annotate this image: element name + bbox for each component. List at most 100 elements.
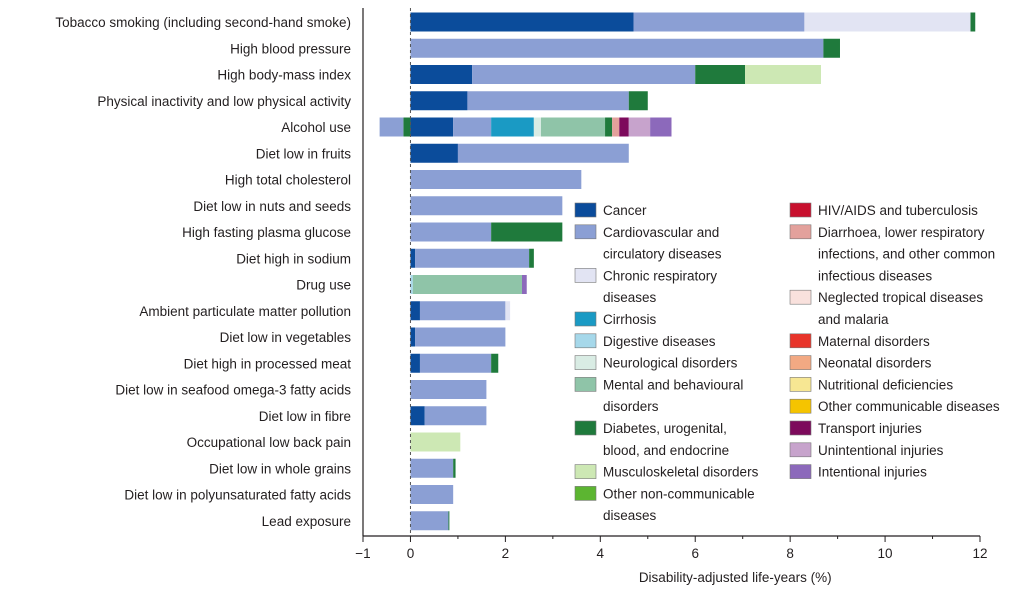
bar-segment-cancer <box>410 248 416 268</box>
bar-segment-cancer <box>410 91 468 111</box>
x-tick-label: 6 <box>691 546 699 561</box>
legend-item-cancer: Cancer <box>574 202 647 218</box>
bar-segment-cancer <box>410 143 458 163</box>
bar-segment-diabetes-urogenital-blood-and-endocrine <box>529 248 534 268</box>
bar-segment-intentional-injuries <box>650 117 672 137</box>
legend-item-nutritional-deficiencies: Nutritional deficiencies <box>789 377 953 392</box>
legend-label: disorders <box>603 399 659 414</box>
legend-label: Musculoskeletal disorders <box>603 465 759 480</box>
bar-segment-cardiovascular-and-circulatory-diseases <box>410 222 492 242</box>
legend-item-transport-injuries: Transport injuries <box>789 420 922 436</box>
bar-segment-transport-injuries <box>619 117 629 137</box>
legend-swatch <box>574 377 597 392</box>
legend-label: diseases <box>603 290 657 305</box>
legend-label: Neonatal disorders <box>818 356 932 371</box>
bar-segment-cardiovascular-and-circulatory-diseases <box>410 458 454 478</box>
category-label: Ambient particulate matter pollution <box>139 304 351 319</box>
category-label: Diet low in fruits <box>256 146 352 161</box>
legend-item-cirrhosis: Cirrhosis <box>574 311 657 327</box>
bar-segment-cardiovascular-and-circulatory-diseases <box>453 117 492 137</box>
legend-swatch <box>574 333 597 349</box>
category-label: Diet high in sodium <box>236 251 351 266</box>
x-axis: −1 0 2 4 6 8 10 12 <box>355 536 988 561</box>
category-labels: Tobacco smoking (including second-hand s… <box>55 15 351 529</box>
legend-label: and malaria <box>818 312 889 327</box>
bar-segment-mental-and-behavioural-disorders <box>412 275 522 294</box>
legend-label: Maternal disorders <box>818 334 930 349</box>
category-label: Physical inactivity and low physical act… <box>97 94 351 109</box>
bar-segment-cardiovascular-and-circulatory-diseases-negative <box>379 117 404 137</box>
legend-swatch <box>574 311 597 327</box>
legend-label: Neglected tropical diseases <box>818 290 983 305</box>
category-label: Diet low in seafood omega-3 fatty acids <box>115 383 351 398</box>
category-label: Diet low in vegetables <box>220 330 352 345</box>
category-label: Diet low in nuts and seeds <box>193 199 351 214</box>
x-tick-label: 8 <box>786 546 794 561</box>
legend-item-intentional-injuries: Intentional injuries <box>789 464 927 480</box>
legend-swatch <box>789 333 812 349</box>
legend-swatch <box>789 398 812 414</box>
legend-label: Diabetes, urogenital, <box>603 421 727 436</box>
legend-label: diseases <box>603 508 657 523</box>
legend-swatch <box>574 355 597 370</box>
legend-label: Nutritional deficiencies <box>818 377 953 392</box>
legend-swatch <box>789 377 812 392</box>
bar-segment-cardiovascular-and-circulatory-diseases <box>415 248 530 268</box>
bars-layer <box>379 12 976 531</box>
legend-item-cardiovascular-and-circulatory-diseases: Cardiovascular and circulatory diseases <box>574 224 722 262</box>
legend-swatch <box>574 268 597 283</box>
legend-item-other-non-communicable-diseases: Other non-communicable diseases <box>574 486 755 523</box>
bar-segment-cancer <box>410 117 454 137</box>
bar-segment-cancer <box>410 406 425 426</box>
bar-segment-diabetes-urogenital-blood-and-endocrine <box>823 38 840 58</box>
legend-label: HIV/AIDS and tuberculosis <box>818 203 978 218</box>
legend-label: Mental and behavioural <box>603 377 743 392</box>
legend-swatch <box>789 464 812 479</box>
bar-segment-diabetes-urogenital-blood-and-endocrine <box>605 117 613 137</box>
bar-segment-musculoskeletal-disorders <box>410 432 461 452</box>
category-label: Diet low in fibre <box>259 409 351 424</box>
x-tick-label: −1 <box>355 546 370 561</box>
legend-item-chronic-respiratory-diseases: Chronic respiratory diseases <box>574 268 717 305</box>
x-tick-label: 4 <box>597 546 605 561</box>
bar-segment-cancer <box>410 301 420 321</box>
bar-segment-cancer <box>410 353 420 373</box>
legend-label: circulatory diseases <box>603 247 722 262</box>
legend-label: Cancer <box>603 203 647 218</box>
bar-segment-diabetes-urogenital-blood-and-endocrine <box>448 511 450 531</box>
bar-segment-cardiovascular-and-circulatory-diseases <box>410 38 824 58</box>
legend-item-diarrhoea-lower-respiratory-infections-and-other-common-infectious-diseases: Diarrhoea, lower respiratory infections, … <box>789 224 995 283</box>
bar-segment-cancer <box>410 327 416 347</box>
legend-label: Chronic respiratory <box>603 268 717 283</box>
x-tick-label: 0 <box>407 546 415 561</box>
legend-item-neonatal-disorders: Neonatal disorders <box>789 355 932 371</box>
x-axis-title: Disability-adjusted life-years (%) <box>639 570 832 585</box>
bar-segment-neurological-disorders <box>533 117 541 137</box>
legend-label: Transport injuries <box>818 421 922 436</box>
legend-swatch <box>574 420 597 436</box>
bar-segment-cardiovascular-and-circulatory-diseases <box>410 485 454 504</box>
bar-segment-diabetes-urogenital-blood-and-endocrine-negative <box>403 117 411 137</box>
bar-segment-chronic-respiratory-diseases <box>804 12 971 32</box>
bar-segment-diabetes-urogenital-blood-and-endocrine <box>491 353 499 373</box>
category-label: Alcohol use <box>281 120 351 135</box>
bar-segment-cardiovascular-and-circulatory-diseases <box>472 65 696 84</box>
bar-segment-cancer <box>410 12 634 32</box>
bar-segment-cardiovascular-and-circulatory-diseases <box>415 327 506 347</box>
legend-swatch <box>574 464 597 479</box>
bar-segment-musculoskeletal-disorders <box>745 65 822 84</box>
legend-item-hiv-aids-and-tuberculosis: HIV/AIDS and tuberculosis <box>789 202 978 218</box>
legend-swatch <box>789 420 812 436</box>
bar-segment-cardiovascular-and-circulatory-diseases <box>419 353 492 373</box>
legend-label: Digestive diseases <box>603 334 716 349</box>
legend-swatch <box>574 486 597 501</box>
bar-segment-cardiovascular-and-circulatory-diseases <box>410 196 563 216</box>
bar-segment-digestive-diseases <box>410 275 413 294</box>
legend-item-maternal-disorders: Maternal disorders <box>789 333 930 349</box>
legend-swatch <box>789 442 812 458</box>
plot-frame <box>362 8 980 537</box>
legend-item-digestive-diseases: Digestive diseases <box>574 333 716 349</box>
category-label: Diet low in polyunsaturated fatty acids <box>124 488 351 503</box>
legend-item-unintentional-injuries: Unintentional injuries <box>789 442 944 458</box>
bar-segment-chronic-respiratory-diseases <box>505 301 511 321</box>
